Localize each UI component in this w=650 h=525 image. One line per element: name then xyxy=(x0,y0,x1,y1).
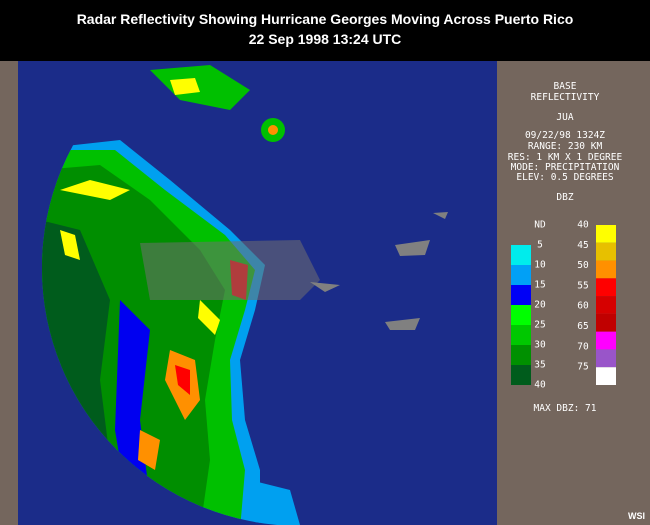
legend: ND 5 10 15 20 25 30 35 40 40 45 50 55 60 65 70 75 xyxy=(511,220,616,391)
legend-swatch xyxy=(596,242,616,261)
legend-swatch xyxy=(511,245,531,265)
legend-swatch xyxy=(511,305,531,325)
legend-label: 35 xyxy=(534,360,545,371)
legend-label: 75 xyxy=(577,362,588,373)
legend-swatch xyxy=(596,260,616,279)
legend-swatch xyxy=(511,365,531,385)
legend-swatch xyxy=(596,278,616,297)
legend-label: 40 xyxy=(534,380,546,391)
legend-swatch xyxy=(596,331,616,350)
legend-label: 5 xyxy=(537,240,543,251)
left-strip xyxy=(0,61,18,525)
legend-swatch xyxy=(511,325,531,345)
subtitle: 22 Sep 1998 13:24 UTC xyxy=(249,31,402,47)
title: Radar Reflectivity Showing Hurricane Geo… xyxy=(77,11,574,27)
panel-line: 09/22/98 1324Z xyxy=(525,130,605,141)
legend-label: 25 xyxy=(534,320,545,331)
panel-line: REFLECTIVITY xyxy=(531,92,600,103)
legend-label: 70 xyxy=(577,341,589,352)
legend-label: 20 xyxy=(534,300,546,311)
panel-line: RES: 1 KM X 1 DEGREE xyxy=(508,152,623,163)
legend-label: ND xyxy=(534,220,546,231)
legend-label: 65 xyxy=(577,321,588,332)
panel-line: RANGE: 230 KM xyxy=(528,141,603,152)
legend-label: 30 xyxy=(534,340,546,351)
legend-swatch xyxy=(596,367,616,385)
panel-line: MODE: PRECIPITATION xyxy=(511,162,620,173)
legend-swatch xyxy=(511,345,531,365)
legend-swatch xyxy=(511,265,531,285)
panel-line: DBZ xyxy=(556,192,573,203)
header-bar xyxy=(0,0,650,61)
panel-line: ELEV: 0.5 DEGREES xyxy=(516,172,614,183)
panel-line: BASE xyxy=(554,81,577,92)
legend-label: 10 xyxy=(534,260,546,271)
legend-label: 15 xyxy=(534,280,545,291)
legend-swatch xyxy=(596,349,616,368)
legend-swatch xyxy=(596,225,616,243)
credit: WSI xyxy=(628,511,645,521)
legend-swatch xyxy=(596,296,616,314)
legend-label: 50 xyxy=(577,260,589,271)
legend-label: 60 xyxy=(577,301,589,312)
legend-swatch xyxy=(596,313,616,332)
panel-line: JUA xyxy=(556,112,573,123)
max-dbz: MAX DBZ: 71 xyxy=(534,403,597,414)
legend-swatch xyxy=(511,285,531,305)
legend-label: 45 xyxy=(577,240,588,251)
legend-label: 55 xyxy=(577,280,588,291)
legend-label: 40 xyxy=(577,220,589,231)
